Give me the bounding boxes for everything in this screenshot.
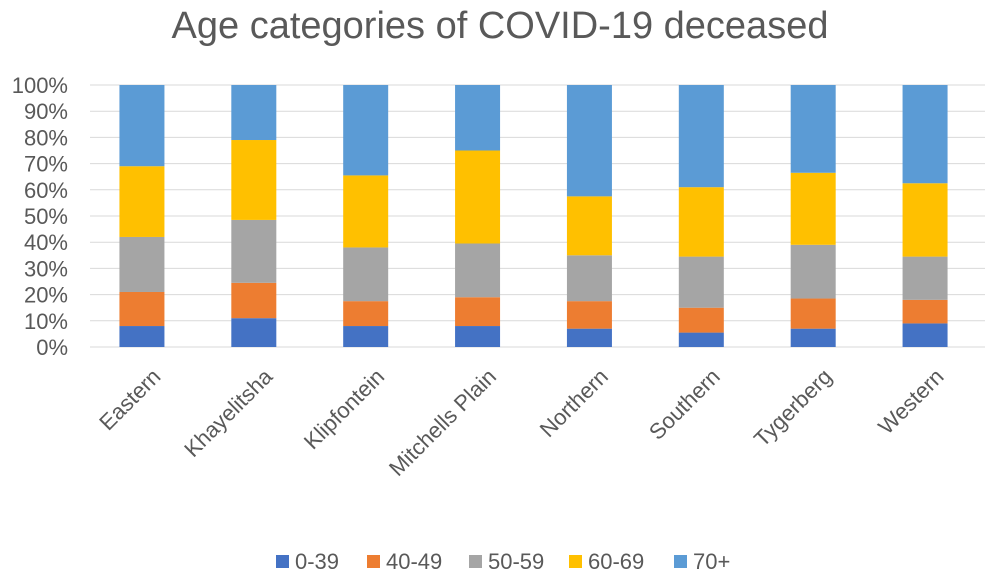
- x-tick-label: Khayelitsha: [179, 363, 278, 462]
- bar-segment: [231, 318, 277, 347]
- legend-swatch: [569, 555, 582, 568]
- y-tick-label: 70%: [24, 152, 68, 177]
- bar-segment: [902, 323, 948, 347]
- y-tick-label: 0%: [36, 335, 68, 360]
- legend-label: 50-59: [488, 549, 544, 574]
- bar-segment: [678, 332, 724, 347]
- bar-segment: [343, 85, 389, 176]
- legend-label: 60-69: [588, 549, 644, 574]
- legend-swatch: [674, 555, 687, 568]
- y-tick-label: 40%: [24, 230, 68, 255]
- bar-segment: [343, 326, 389, 347]
- bar-segment: [790, 172, 836, 245]
- y-tick-label: 30%: [24, 256, 68, 281]
- bar-segment: [119, 236, 165, 292]
- bar-segment: [790, 85, 836, 173]
- bar-segment: [343, 301, 389, 327]
- bar-segment: [455, 243, 501, 298]
- y-tick-label: 80%: [24, 125, 68, 150]
- bar-segment: [566, 328, 612, 347]
- bar-segment: [790, 328, 836, 347]
- x-tick-label: Eastern: [94, 364, 165, 435]
- bar-segment: [119, 85, 165, 167]
- legend: 0-39 40-49 50-59 60-69 70+: [276, 549, 730, 574]
- bar-segment: [902, 85, 948, 184]
- y-tick-label: 60%: [24, 178, 68, 203]
- bar-segment: [231, 282, 277, 319]
- legend-swatch: [367, 555, 380, 568]
- legend-label: 0-39: [295, 549, 339, 574]
- bar-segment: [343, 247, 389, 302]
- bar-segment: [119, 166, 165, 237]
- x-tick-label: Klipfontein: [299, 364, 389, 454]
- bar-segment: [678, 85, 724, 188]
- bar-segment: [902, 183, 948, 257]
- bar-segment: [902, 299, 948, 324]
- bar-segment: [566, 255, 612, 302]
- x-tick-label: Mitchells Plain: [384, 364, 501, 481]
- y-tick-label: 20%: [24, 283, 68, 308]
- bar-segment: [566, 301, 612, 329]
- y-tick-label: 100%: [12, 73, 68, 98]
- bar-segment: [455, 326, 501, 347]
- legend-swatch: [469, 555, 482, 568]
- y-tick-label: 90%: [24, 99, 68, 124]
- legend-label: 40-49: [386, 549, 442, 574]
- bars: [119, 85, 948, 347]
- bar-segment: [455, 85, 501, 151]
- y-tick-label: 10%: [24, 309, 68, 334]
- bar-segment: [231, 140, 277, 220]
- x-tick-label: Southern: [644, 364, 725, 445]
- bar-segment: [231, 219, 277, 283]
- gridlines: [90, 84, 985, 348]
- bar-segment: [678, 187, 724, 257]
- bar-segment: [455, 150, 501, 244]
- bar-segment: [678, 256, 724, 308]
- bar-segment: [678, 307, 724, 333]
- bar-segment: [790, 244, 836, 299]
- chart-title: Age categories of COVID-19 deceased: [172, 5, 829, 47]
- y-tick-label: 50%: [24, 204, 68, 229]
- bar-segment: [231, 85, 277, 141]
- x-tick-label: Western: [873, 364, 948, 439]
- bar-segment: [119, 326, 165, 347]
- bar-segment: [119, 291, 165, 327]
- bar-segment: [566, 85, 612, 197]
- legend-swatch: [276, 555, 289, 568]
- bar-segment: [566, 196, 612, 256]
- bar-segment: [902, 256, 948, 300]
- bar-segment: [790, 298, 836, 329]
- x-tick-label: Northern: [535, 364, 613, 442]
- x-tick-label: Tygerberg: [749, 364, 837, 452]
- bar-segment: [455, 297, 501, 327]
- bar-segment: [343, 175, 389, 248]
- legend-label: 70+: [693, 549, 730, 574]
- y-axis-ticks: 0%10%20%30%40%50%60%70%80%90%100%: [12, 73, 68, 360]
